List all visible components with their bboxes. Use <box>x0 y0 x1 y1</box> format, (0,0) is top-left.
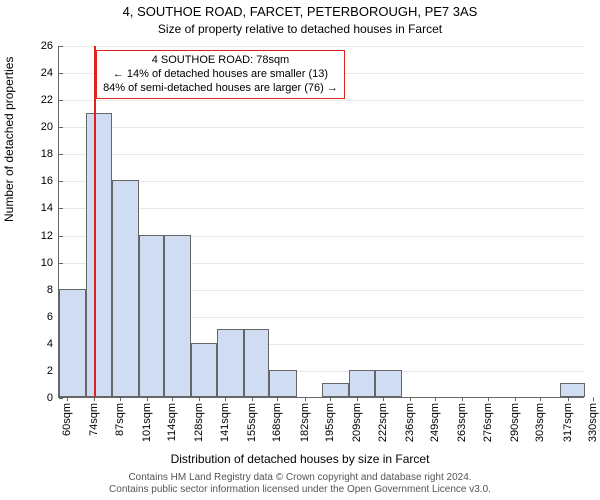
x-tick-label: 195sqm <box>324 403 336 442</box>
annotation-line-3: 84% of semi-detached houses are larger (… <box>103 82 338 96</box>
x-tick-label: 182sqm <box>299 403 311 442</box>
chart-title: 4, SOUTHOE ROAD, FARCET, PETERBOROUGH, P… <box>0 4 600 19</box>
histogram-bar <box>269 370 296 397</box>
x-tick-label: 114sqm <box>166 403 178 441</box>
plot-area: 0246810121416182022242660sqm74sqm87sqm10… <box>58 46 584 398</box>
chart-subtitle: Size of property relative to detached ho… <box>0 22 600 36</box>
histogram-bar <box>164 235 191 397</box>
footnote: Contains HM Land Registry data © Crown c… <box>0 472 600 496</box>
footnote-line-1: Contains HM Land Registry data © Crown c… <box>0 472 600 484</box>
x-tick-label: 101sqm <box>141 403 153 442</box>
histogram-bar <box>191 343 216 397</box>
y-tick-label: 20 <box>41 121 59 133</box>
x-tick-label: 249sqm <box>429 403 441 442</box>
gridline <box>59 127 584 128</box>
x-tick-label: 330sqm <box>587 403 599 442</box>
x-tick-label: 317sqm <box>562 403 574 442</box>
y-tick-label: 2 <box>47 365 59 377</box>
histogram-bar <box>322 383 349 397</box>
x-tick-label: 276sqm <box>482 403 494 442</box>
x-axis-label: Distribution of detached houses by size … <box>0 452 600 466</box>
y-tick-label: 18 <box>41 148 59 160</box>
annotation-line-1: 4 SOUTHOE ROAD: 78sqm <box>103 54 338 68</box>
gridline <box>59 100 584 101</box>
y-tick-label: 16 <box>41 175 59 187</box>
y-tick-label: 0 <box>47 392 59 404</box>
histogram-bar <box>244 329 269 397</box>
x-tick-label: 236sqm <box>404 403 416 442</box>
histogram-bar <box>217 329 244 397</box>
x-tick-label: 74sqm <box>88 403 100 436</box>
annotation-line-2: ← 14% of detached houses are smaller (13… <box>103 68 338 82</box>
histogram-bar <box>560 383 585 397</box>
y-tick-label: 14 <box>41 202 59 214</box>
y-tick-label: 24 <box>41 67 59 79</box>
y-tick-label: 4 <box>47 338 59 350</box>
histogram-bar <box>375 370 402 397</box>
x-tick-label: 60sqm <box>61 403 73 436</box>
x-tick-label: 290sqm <box>509 403 521 442</box>
histogram-bar <box>86 113 111 397</box>
y-tick-label: 10 <box>41 257 59 269</box>
histogram-bar <box>349 370 374 397</box>
y-tick-label: 8 <box>47 284 59 296</box>
x-tick-label: 263sqm <box>456 403 468 442</box>
annotation-box: 4 SOUTHOE ROAD: 78sqm ← 14% of detached … <box>96 50 345 99</box>
histogram-bar <box>112 180 139 397</box>
y-tick-label: 26 <box>41 40 59 52</box>
histogram-bar <box>139 235 164 397</box>
x-tick-label: 222sqm <box>377 403 389 442</box>
x-tick-label: 155sqm <box>246 403 258 442</box>
y-tick-label: 6 <box>47 311 59 323</box>
x-tick-label: 303sqm <box>534 403 546 442</box>
histogram-bar <box>59 289 86 397</box>
x-tick-label: 87sqm <box>114 403 126 436</box>
x-tick-label: 141sqm <box>219 403 231 442</box>
footnote-line-2: Contains public sector information licen… <box>0 484 600 496</box>
gridline <box>59 154 584 155</box>
x-tick-label: 168sqm <box>271 403 283 442</box>
histogram-chart: 4, SOUTHOE ROAD, FARCET, PETERBOROUGH, P… <box>0 0 600 500</box>
x-tick-label: 128sqm <box>193 403 205 442</box>
y-tick-label: 22 <box>41 94 59 106</box>
gridline <box>59 46 584 47</box>
y-tick-label: 12 <box>41 230 59 242</box>
x-tick-label: 209sqm <box>351 403 363 442</box>
y-axis-label: Number of detached properties <box>2 57 16 222</box>
